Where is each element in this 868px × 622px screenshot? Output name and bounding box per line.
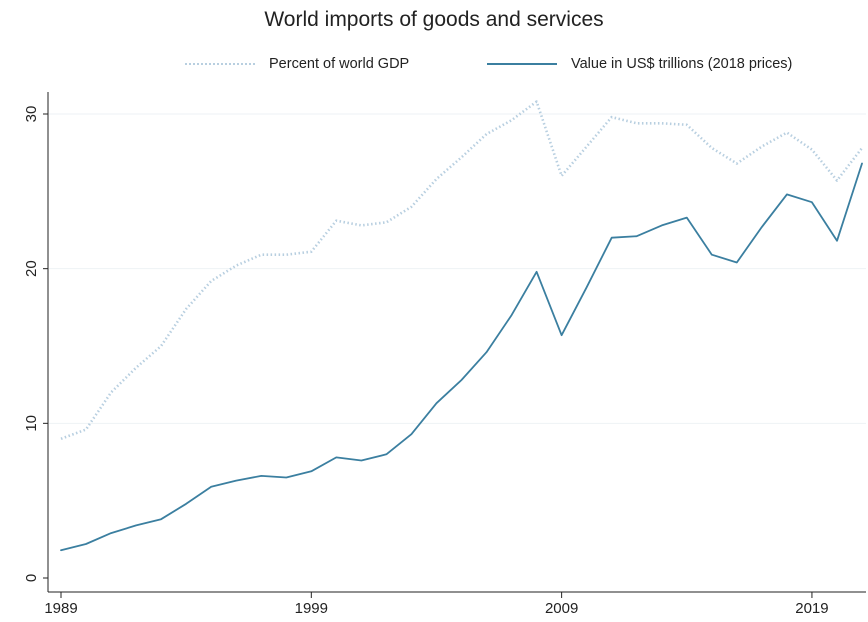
y-tick-label-10: 10	[23, 415, 40, 432]
legend-entry-percent-gdp: Percent of world GDP	[185, 56, 409, 72]
series-line-percent-gdp	[60, 100, 864, 441]
x-tick-label-2009: 2009	[545, 600, 578, 617]
legend-swatch-percent-gdp	[185, 63, 255, 65]
legend-swatch-value-usd	[487, 63, 557, 65]
y-tick-label-0: 0	[23, 574, 40, 582]
series-line-value-usd	[60, 162, 863, 552]
x-tick-label-2019: 2019	[795, 600, 828, 617]
y-tick-label-30: 30	[23, 106, 40, 123]
legend-label-percent-gdp: Percent of world GDP	[269, 56, 410, 72]
legend-entry-value-usd: Value in US$ trillions (2018 prices)	[487, 56, 792, 72]
y-tick-label-20: 20	[23, 260, 40, 277]
legend-label-value-usd: Value in US$ trillions (2018 prices)	[571, 56, 793, 72]
chart-title: World imports of goods and services	[264, 8, 604, 31]
x-tick-label-1989: 1989	[44, 600, 77, 617]
x-tick-label-1999: 1999	[295, 600, 328, 617]
